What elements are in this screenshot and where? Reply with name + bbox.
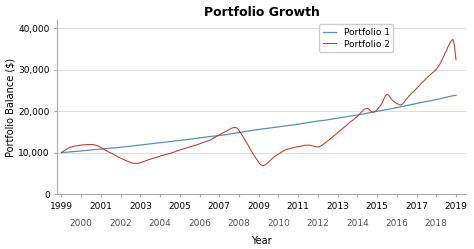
- Portfolio 2: [260, 164, 265, 167]
- Portfolio 2: [453, 58, 459, 61]
- X-axis label: Year: Year: [251, 236, 272, 246]
- Text: 2018: 2018: [425, 219, 448, 228]
- Title: Portfolio Growth: Portfolio Growth: [204, 5, 319, 19]
- Portfolio 2: [337, 129, 343, 132]
- Portfolio 1: [310, 120, 316, 123]
- Text: 2000: 2000: [70, 219, 92, 228]
- Portfolio 2: [450, 38, 456, 41]
- Line: Portfolio 2: Portfolio 2: [62, 39, 456, 166]
- Portfolio 1: [444, 96, 449, 99]
- Text: 2002: 2002: [109, 219, 132, 228]
- Portfolio 2: [445, 45, 451, 48]
- Portfolio 1: [372, 110, 377, 113]
- Portfolio 1: [335, 117, 341, 120]
- Text: 2004: 2004: [149, 219, 172, 228]
- Text: 2008: 2008: [228, 219, 250, 228]
- Text: 2016: 2016: [385, 219, 408, 228]
- Portfolio 1: [59, 151, 64, 154]
- Portfolio 2: [176, 149, 182, 152]
- Portfolio 1: [176, 139, 182, 142]
- Text: 2010: 2010: [267, 219, 290, 228]
- Portfolio 1: [66, 150, 72, 153]
- Text: 2014: 2014: [346, 219, 369, 228]
- Line: Portfolio 1: Portfolio 1: [62, 95, 456, 153]
- Text: 2012: 2012: [307, 219, 329, 228]
- Legend: Portfolio 1, Portfolio 2: Portfolio 1, Portfolio 2: [319, 24, 393, 52]
- Portfolio 1: [453, 94, 459, 97]
- Text: 2006: 2006: [188, 219, 211, 228]
- Portfolio 2: [59, 151, 64, 154]
- Portfolio 2: [66, 146, 72, 149]
- Portfolio 2: [373, 110, 379, 113]
- Portfolio 2: [312, 145, 318, 148]
- Y-axis label: Portfolio Balance ($): Portfolio Balance ($): [6, 58, 16, 157]
